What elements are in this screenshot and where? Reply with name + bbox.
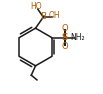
Text: B: B xyxy=(41,12,47,21)
Text: O: O xyxy=(62,24,68,33)
Text: HO: HO xyxy=(30,2,42,11)
Text: O: O xyxy=(62,42,68,51)
Text: OH: OH xyxy=(49,11,61,20)
Text: S: S xyxy=(62,33,68,42)
Text: NH₂: NH₂ xyxy=(70,33,84,42)
